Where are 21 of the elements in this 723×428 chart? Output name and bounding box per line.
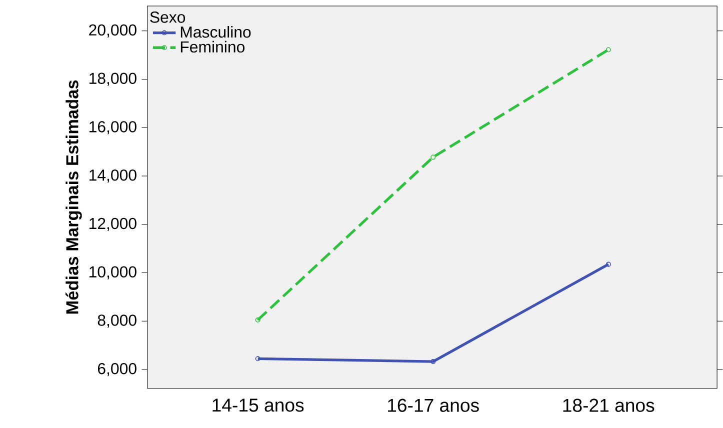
y-tick-label: 12,000 (90, 218, 136, 231)
legend-label: Feminino (180, 40, 244, 52)
x-tick-label: 18-21 anos (563, 398, 654, 412)
x-tick-label: 16-17 anos (388, 398, 479, 412)
y-tick-label: 16,000 (90, 120, 136, 134)
y-tick-label: 14,000 (90, 169, 136, 182)
y-tick-label: 10,000 (90, 266, 136, 280)
point (606, 47, 611, 52)
y-tick-label: 20,000 (89, 24, 136, 38)
y-tick-label: 6,000 (98, 362, 136, 376)
y-tick-label: 18,000 (90, 72, 136, 86)
y-tick-label: 8,000 (98, 314, 136, 328)
point (255, 317, 260, 322)
point (430, 154, 436, 160)
y-axis-title: Médias Marginais Estimadas (66, 80, 82, 314)
point (606, 262, 611, 267)
legend-title: Sexo (150, 11, 186, 23)
point (255, 356, 260, 362)
point (430, 358, 436, 364)
legend-label: Masculino (180, 26, 251, 38)
x-tick-label: 14-15 anos (212, 398, 304, 412)
